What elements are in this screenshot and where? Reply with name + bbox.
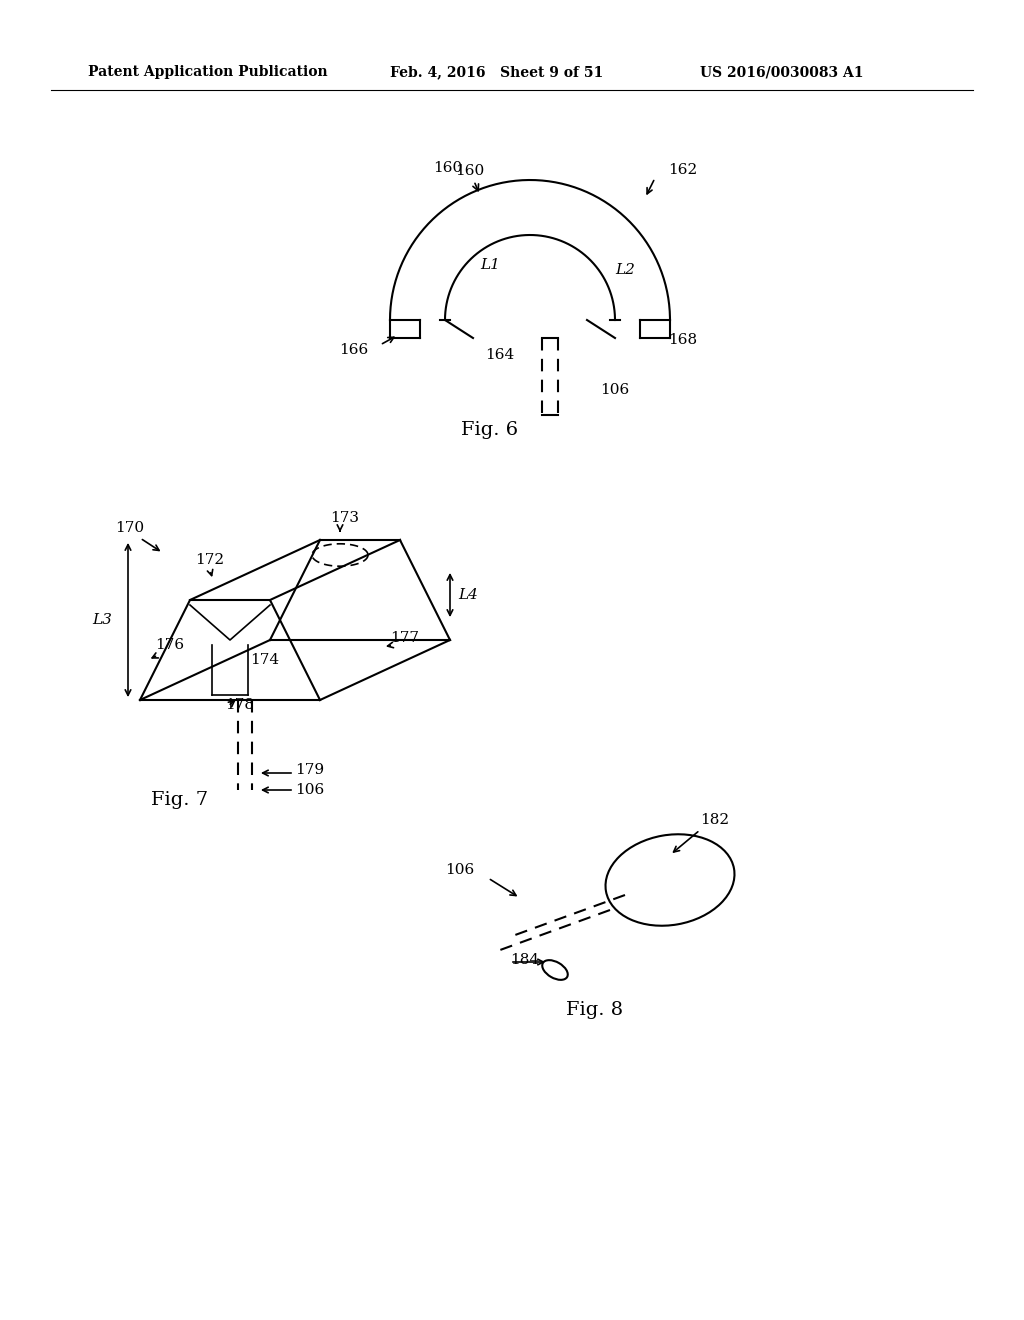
Text: US 2016/0030083 A1: US 2016/0030083 A1	[700, 65, 863, 79]
Text: 182: 182	[700, 813, 729, 828]
Text: Feb. 4, 2016   Sheet 9 of 51: Feb. 4, 2016 Sheet 9 of 51	[390, 65, 603, 79]
Text: 177: 177	[390, 631, 419, 645]
Text: L1: L1	[480, 257, 500, 272]
Text: 106: 106	[445, 863, 474, 876]
Text: 179: 179	[295, 763, 325, 777]
Text: 162: 162	[668, 162, 697, 177]
Text: 170: 170	[115, 521, 144, 535]
Text: Fig. 6: Fig. 6	[462, 421, 518, 440]
Text: 160: 160	[433, 161, 463, 176]
Text: Fig. 7: Fig. 7	[152, 791, 209, 809]
Text: 172: 172	[195, 553, 224, 568]
Text: 168: 168	[668, 333, 697, 347]
Text: Fig. 8: Fig. 8	[566, 1001, 624, 1019]
Text: 174: 174	[250, 653, 280, 667]
Text: 173: 173	[330, 511, 359, 525]
Text: L4: L4	[458, 587, 478, 602]
Text: 106: 106	[295, 783, 325, 797]
Text: 166: 166	[339, 343, 368, 356]
Text: L3: L3	[92, 612, 112, 627]
Text: L2: L2	[615, 263, 635, 277]
Text: 164: 164	[485, 348, 515, 362]
Text: 184: 184	[510, 953, 539, 968]
Text: 106: 106	[600, 383, 630, 397]
Text: 160: 160	[455, 164, 484, 190]
Text: 178: 178	[225, 698, 254, 711]
Text: 176: 176	[155, 638, 184, 652]
Text: Patent Application Publication: Patent Application Publication	[88, 65, 328, 79]
